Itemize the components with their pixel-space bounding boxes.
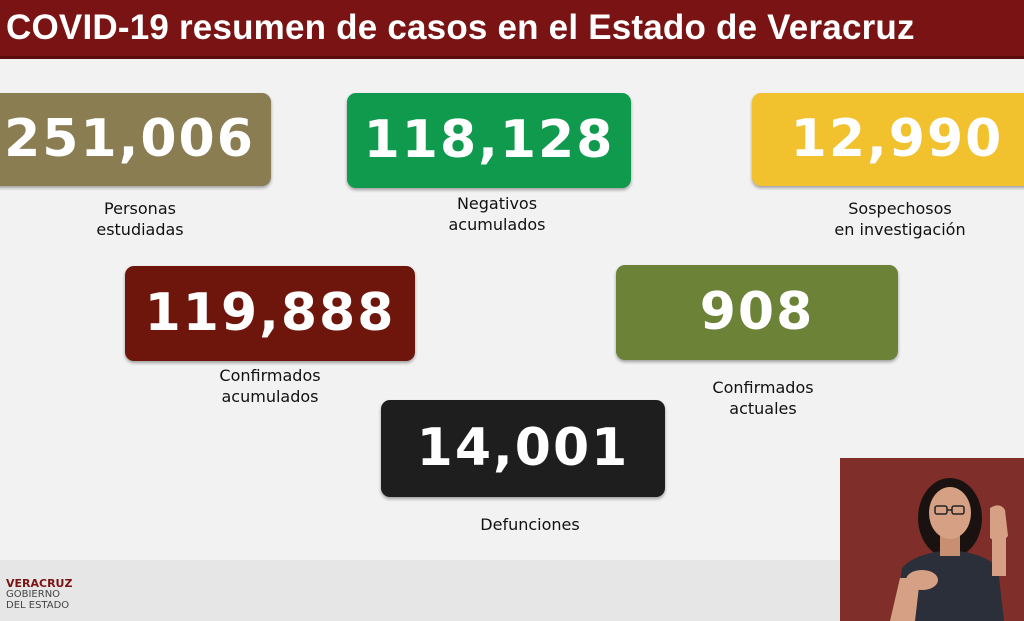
stat-label-line: estudiadas [96,220,184,239]
logo-line: DEL ESTADO [6,600,70,611]
government-logo: VERACRUZ GOBIERNO DEL ESTADO [6,578,72,611]
logo-line: VERACRUZ [6,577,73,590]
stat-label-line: Defunciones [480,515,580,534]
stat-label-sospechosos: Sospechosos en investigación [790,198,1010,240]
stat-label-line: Confirmados [712,378,814,397]
stat-box-negativos-acumulados: 118,128 [347,93,631,188]
stat-label-defunciones: Defunciones [430,514,630,535]
stat-box-confirmados-acumulados: 119,888 [125,266,415,361]
stat-box-sospechosos: 12,990 [752,93,1024,186]
stat-label-line: acumulados [221,387,319,406]
stat-box-personas-estudiadas: 251,006 [0,93,271,186]
stat-label-line: Negativos [456,194,538,213]
sign-language-interpreter-video [840,458,1024,621]
stat-label-line: Personas [104,199,176,218]
stat-label-line: Sospechosos [848,199,952,218]
logo-line: GOBIERNO [6,589,61,600]
stat-label-line: actuales [729,399,797,418]
stat-box-confirmados-actuales: 908 [616,265,898,360]
stat-label-personas-estudiadas: Personas estudiadas [40,198,240,240]
page-title: COVID-19 resumen de casos en el Estado d… [6,8,915,47]
stat-label-confirmados-acumulados: Confirmados acumulados [170,365,370,407]
stat-label-confirmados-actuales: Confirmados actuales [663,377,863,419]
stat-label-negativos-acumulados: Negativos acumulados [397,193,597,235]
stat-box-defunciones: 14,001 [381,400,665,497]
sign-language-interpreter-icon [840,458,1024,621]
stat-label-line: acumulados [448,215,546,234]
title-bar: COVID-19 resumen de casos en el Estado d… [0,0,1024,59]
stat-label-line: en investigación [834,220,966,239]
stat-label-line: Confirmados [219,366,321,385]
